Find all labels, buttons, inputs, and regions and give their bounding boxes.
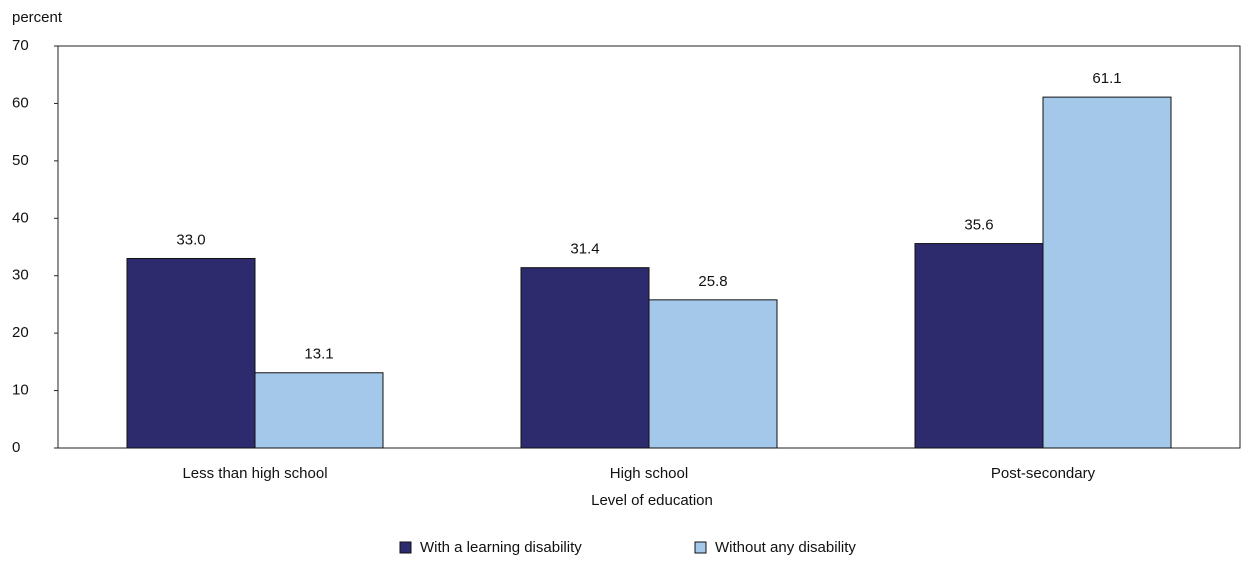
legend-swatch bbox=[694, 541, 707, 554]
x-tick-label: Less than high school bbox=[182, 465, 327, 482]
y-tick-label: 10 bbox=[12, 382, 29, 399]
value-label: 25.8 bbox=[698, 273, 727, 290]
y-tick-label: 40 bbox=[12, 209, 29, 226]
legend-label: Without any disability bbox=[715, 539, 856, 556]
y-tick-label: 20 bbox=[12, 324, 29, 341]
bar bbox=[648, 299, 778, 449]
y-tick-label: 70 bbox=[12, 37, 29, 54]
bar bbox=[1042, 96, 1172, 449]
x-axis-label: Level of education bbox=[591, 492, 713, 509]
bar bbox=[126, 257, 256, 449]
bar bbox=[254, 372, 384, 449]
bar bbox=[914, 243, 1044, 449]
legend-label: With a learning disability bbox=[420, 539, 582, 556]
y-tick-label: 30 bbox=[12, 267, 29, 284]
value-label: 31.4 bbox=[570, 241, 599, 258]
y-tick-label: 50 bbox=[12, 152, 29, 169]
value-label: 35.6 bbox=[964, 217, 993, 234]
legend-swatch bbox=[399, 541, 412, 554]
value-label: 33.0 bbox=[176, 231, 205, 248]
value-label: 61.1 bbox=[1092, 70, 1121, 87]
x-tick-label: Post-secondary bbox=[991, 465, 1096, 482]
bar bbox=[520, 267, 650, 449]
y-tick-label: 0 bbox=[12, 439, 20, 456]
y-tick-label: 60 bbox=[12, 94, 29, 111]
y-axis-label: percent bbox=[12, 9, 63, 26]
value-label: 13.1 bbox=[304, 346, 333, 363]
x-tick-label: High school bbox=[610, 465, 688, 482]
